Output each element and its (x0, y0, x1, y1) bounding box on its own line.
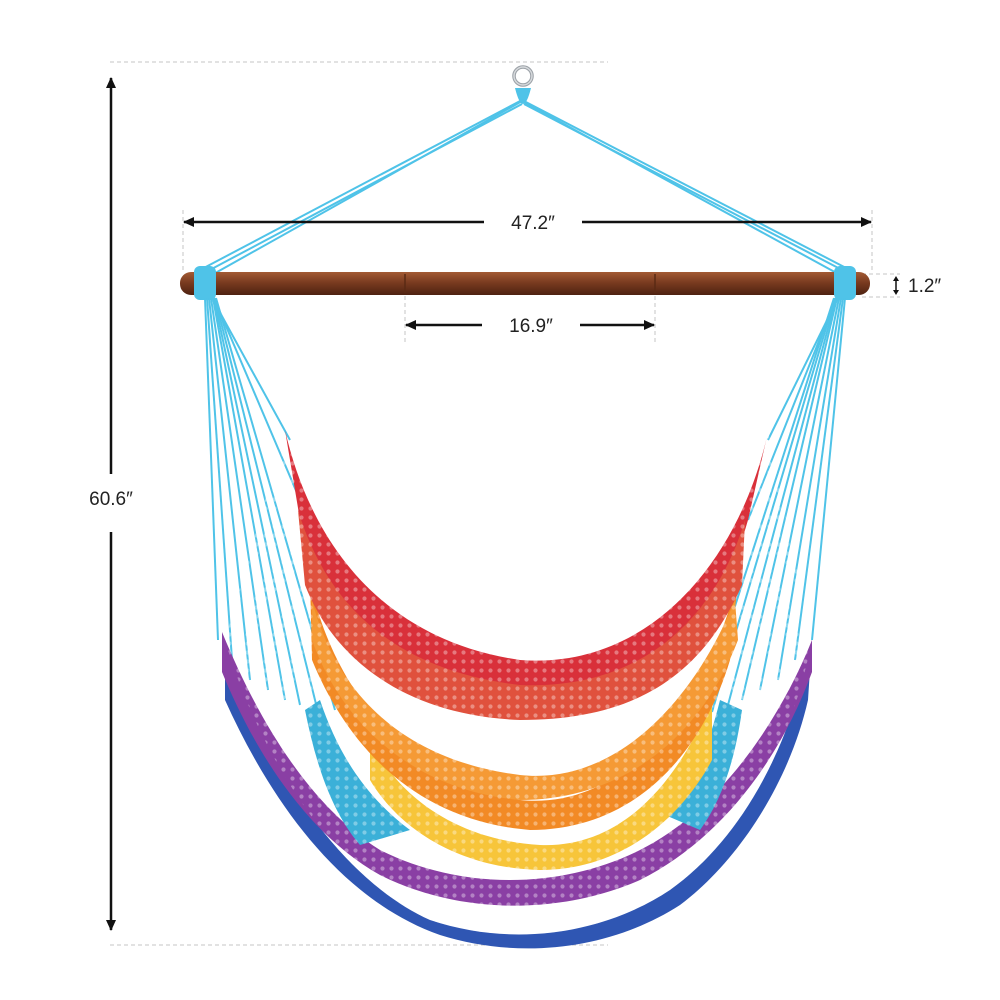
bar-diameter-dimension: 1.2″ (893, 276, 941, 297)
center-section-label: 16.9″ (509, 316, 553, 337)
hanging-ring (512, 65, 534, 104)
hammock-seat (222, 430, 812, 949)
spreader-width-dimension: 47.2″ (183, 213, 872, 234)
height-label: 60.6″ (89, 489, 133, 510)
spreader-width-label: 47.2″ (511, 213, 555, 234)
center-section-dimension: 16.9″ (405, 316, 655, 337)
bar-diameter-label: 1.2″ (908, 276, 941, 297)
height-dimension: 60.6″ (89, 77, 133, 931)
spreader-bar (180, 266, 870, 300)
upper-ropes (199, 99, 851, 277)
